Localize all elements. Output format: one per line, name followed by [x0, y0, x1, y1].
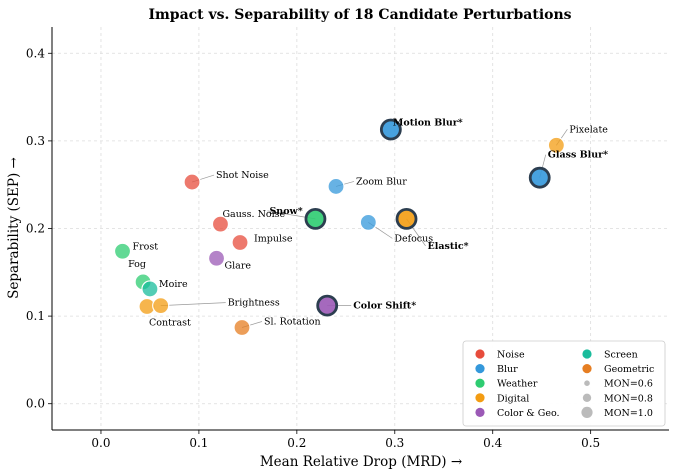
x-tick-label: 0.4: [483, 436, 502, 450]
legend-size-marker: [582, 393, 592, 402]
data-point-color-shift: [316, 294, 339, 317]
data-point-glare: [207, 249, 226, 267]
point-label-color-shift: Color Shift*: [353, 301, 416, 312]
legend-label: Digital: [497, 393, 529, 404]
data-point-snow: [304, 207, 327, 230]
data-point-motion-blur: [379, 118, 402, 141]
y-tick-label: 0.3: [26, 134, 45, 148]
point-label-pixelate: Pixelate: [569, 124, 608, 135]
legend-label: Screen: [604, 350, 638, 361]
leader-line: [160, 302, 226, 306]
point-label-defocus: Defocus: [394, 233, 433, 244]
point-label-glare: Glare: [225, 260, 252, 271]
data-point-glass-blur: [528, 166, 551, 189]
legend-marker-color-geo: [475, 407, 485, 417]
y-tick-label: 0.2: [26, 222, 45, 236]
point-label-sl-rotation: Sl. Rotation: [264, 316, 321, 327]
legend-marker-geometric: [582, 364, 592, 374]
data-point-zoom-blur: [327, 177, 345, 196]
point-label-impulse: Impulse: [254, 234, 293, 245]
point-label-snow: Snow*: [269, 206, 302, 217]
legend-size-label: MON=0.6: [604, 379, 653, 390]
legend-marker-digital: [475, 393, 485, 403]
y-tick-label: 0.1: [26, 309, 45, 323]
legend-label: Color & Geo.: [497, 408, 560, 419]
y-tick-label: 0.4: [26, 46, 45, 60]
legend-label: Blur: [497, 364, 518, 375]
data-point-sl-rotation: [233, 318, 251, 337]
point-label-zoom-blur: Zoom Blur: [356, 176, 407, 187]
data-point-frost: [113, 242, 132, 260]
data-point-shot-noise: [183, 173, 201, 191]
legend-marker-weather: [475, 378, 485, 388]
y-tick-label: 0.0: [26, 397, 45, 411]
legend-label: Geometric: [604, 364, 654, 375]
data-point-impulse: [231, 233, 249, 252]
legend-marker-blur: [475, 364, 485, 374]
legend-marker-noise: [475, 349, 485, 359]
x-tick-label: 0.3: [385, 436, 404, 450]
x-tick-label: 0.2: [287, 436, 306, 450]
y-axis-label: Separability (SEP) →: [6, 157, 22, 299]
data-point-brightness: [152, 296, 170, 315]
legend-label: Weather: [497, 379, 538, 390]
data-point-pixelate: [547, 136, 565, 154]
data-point-elastic: [395, 207, 418, 230]
point-label-shot-noise: Shot Noise: [216, 170, 269, 181]
legend-size-marker: [584, 380, 590, 387]
point-label-elastic: Elastic*: [428, 241, 469, 252]
legend-marker-screen: [582, 349, 592, 359]
x-tick-label: 0.1: [189, 436, 208, 450]
x-axis-label: Mean Relative Drop (MRD) →: [260, 454, 462, 470]
legend-label: Noise: [497, 350, 525, 361]
data-point-moire: [141, 280, 159, 298]
legend-size-label: MON=1.0: [604, 408, 653, 419]
point-label-motion-blur: Motion Blur*: [393, 118, 463, 129]
x-tick-label: 0.5: [581, 436, 600, 450]
data-point-gauss-noise: [211, 215, 230, 233]
point-label-gauss-noise: Gauss. Noise: [222, 209, 285, 220]
point-label-frost: Frost: [133, 241, 159, 252]
legend-size-marker: [581, 406, 593, 418]
legend: Noise Blur Weather Digital Color & Geo. Scree…: [462, 340, 666, 427]
legend-box: [462, 340, 666, 427]
legend-size-label: MON=0.8: [604, 393, 653, 404]
x-tick-label: 0.0: [91, 436, 110, 450]
point-label-moire: Moire: [159, 279, 188, 290]
point-label-fog: Fog: [128, 259, 146, 270]
point-label-contrast: Contrast: [149, 317, 191, 328]
point-label-glass-blur: Glass Blur*: [548, 150, 608, 161]
data-point-defocus: [359, 213, 377, 231]
chart-title: Impact vs. Separability of 18 Candidate …: [148, 7, 571, 23]
point-label-brightness: Brightness: [228, 298, 280, 309]
